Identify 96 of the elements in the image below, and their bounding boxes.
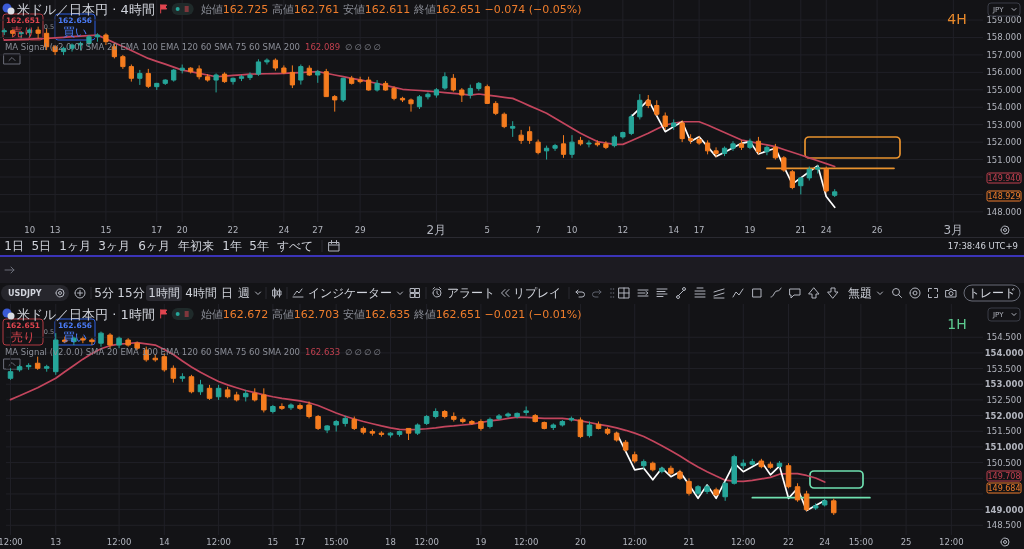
text: 6ヶ月: [138, 239, 170, 253]
x-tick-label: 2月: [426, 223, 447, 237]
text: 15分: [117, 286, 145, 300]
chart-subtitle: 始値162.672 高値162.703 安値162.635 終値162.651 −0.021 (−0.01%): [200, 307, 582, 321]
x-tick-label: 25: [900, 537, 912, 547]
y-tick-label: 154.500: [986, 332, 1022, 343]
y-tick-label: 159.000: [986, 15, 1022, 26]
chart-subtitle: 始値162.725 高値162.761 安値162.611 終値162.651 −0.074 (−0.05%): [200, 2, 582, 16]
x-tick-label: 10: [24, 225, 36, 235]
text: 4時間: [185, 286, 217, 300]
x-tick-label: 19: [744, 225, 756, 235]
x-tick-label: 24: [820, 225, 832, 235]
x-tick-label: 15: [100, 225, 112, 235]
text: 日: [221, 286, 233, 300]
x-tick-label: 14: [668, 225, 680, 235]
x-tick-label: 3月: [943, 223, 964, 237]
x-tick-label: 19: [475, 537, 487, 547]
text: USDJPY: [8, 288, 42, 298]
x-tick-label: 12:00: [513, 537, 539, 547]
text: インジケーター: [308, 286, 392, 300]
text: すべて: [277, 239, 313, 253]
y-tick-label: 151.000: [986, 154, 1022, 165]
y-tick-label: 149.000: [984, 504, 1024, 515]
x-tick-label: 18: [385, 537, 396, 547]
annotation: 162.633: [304, 347, 341, 357]
x-tick-label: 12:00: [939, 537, 964, 547]
x-tick-label: 12:00: [414, 537, 439, 547]
annotation: ∅ ∅ ∅ ∅: [345, 42, 381, 52]
y-tick-label: 152.500: [986, 394, 1022, 405]
x-tick-label: 5: [484, 225, 490, 235]
y-tick-label: 153.000: [984, 379, 1024, 390]
x-tick-label: 15: [267, 537, 279, 547]
x-tick-label: 26: [871, 225, 883, 235]
x-tick-label: 13: [49, 225, 61, 235]
x-tick-label: 12:00: [622, 537, 647, 547]
y-tick-label: 152.000: [986, 137, 1022, 148]
x-tick-label: 12:00: [731, 537, 756, 547]
annotation: ∅ ∅ ∅ ∅: [345, 347, 381, 357]
y-tick-label: 150.500: [986, 457, 1022, 468]
text: アラート: [447, 286, 495, 300]
x-tick-label: 17: [151, 225, 163, 235]
x-tick-label: 29: [354, 225, 366, 235]
x-tick-label: 12:00: [206, 537, 231, 547]
y-tick-label: 156.000: [986, 67, 1022, 78]
y-tick-label: 151.000: [984, 441, 1024, 452]
annotation: 売り: [11, 330, 35, 344]
x-tick-label: 17: [294, 537, 306, 547]
x-tick-label: 15:00: [848, 537, 874, 547]
x-tick-label: 22: [783, 537, 794, 547]
y-tick-label: 155.000: [986, 84, 1022, 95]
x-tick-label: 12: [617, 225, 629, 235]
text: 1ヶ月: [59, 239, 91, 253]
text: 年初来: [178, 239, 214, 253]
x-tick-label: 21: [795, 225, 807, 235]
y-tick-label: 154.000: [986, 102, 1022, 113]
x-tick-label: 12:00: [0, 537, 23, 547]
x-tick-label: 13: [50, 537, 62, 547]
chart-title: 米ドル／日本円 · 1時間: [17, 306, 155, 322]
x-tick-label: 20: [575, 537, 586, 547]
text: 週: [238, 286, 250, 300]
x-tick-label: 14: [158, 537, 170, 547]
y-tick-label: 151.500: [986, 426, 1022, 437]
y-tick-label: 152.000: [984, 410, 1024, 421]
annotation: 買い: [63, 25, 87, 39]
x-tick-label: 7: [535, 225, 541, 235]
text: 無題: [848, 286, 872, 300]
text: 17:38:46 UTC+9: [947, 241, 1018, 251]
annotation: 4H: [947, 11, 967, 27]
y-tick-label: 153.500: [986, 363, 1022, 374]
text: リプレイ: [513, 286, 561, 300]
text: 1日: [4, 239, 24, 253]
y-tick-label: 157.000: [986, 49, 1022, 60]
x-tick-label: 24: [819, 537, 831, 547]
text: 5日: [31, 239, 52, 253]
y-tick-label: 158.000: [986, 32, 1022, 43]
text: 1年: [222, 239, 242, 253]
text: 3ヶ月: [98, 239, 130, 253]
annotation: 1H: [947, 316, 967, 332]
y-tick-label: 148.500: [986, 520, 1022, 531]
x-tick-label: 17: [693, 225, 705, 235]
x-tick-label: 15:00: [323, 537, 349, 547]
y-tick-label: 154.000: [984, 347, 1024, 358]
x-tick-label: 20: [176, 225, 188, 235]
x-tick-label: 22: [227, 225, 239, 235]
x-tick-label: 21: [683, 537, 695, 547]
y-tick-label: 148.000: [986, 206, 1022, 217]
chart-title: 米ドル／日本円 · 4時間: [17, 1, 155, 17]
text: 5分: [94, 286, 114, 300]
x-tick-label: 12:00: [106, 537, 132, 547]
x-tick-label: 24: [278, 225, 290, 235]
annotation: 162.089: [304, 42, 341, 52]
text: トレード: [968, 286, 1016, 300]
y-tick-label: 153.000: [986, 119, 1022, 130]
x-tick-label: 27: [312, 225, 324, 235]
x-tick-label: 10: [566, 225, 578, 235]
text: 5年: [249, 239, 269, 253]
